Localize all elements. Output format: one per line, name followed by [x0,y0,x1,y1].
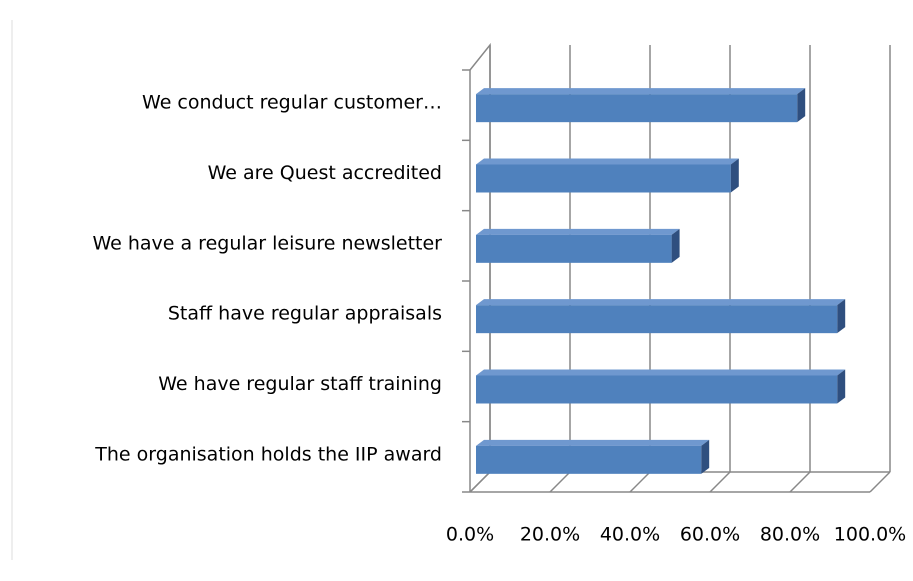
x-tick-label: 20.0% [520,524,580,546]
bar-top [476,158,739,165]
bar [476,299,846,334]
x-tick-label: 40.0% [600,524,660,546]
bar-front [476,234,672,263]
floor-line [549,471,571,493]
bar-top [476,88,806,95]
floor-line [789,471,811,493]
x-tick-label: 100.0% [834,524,906,546]
bar-side [837,369,846,404]
floor-line [709,471,731,493]
y-tick-label: The organisation holds the IIP award [94,443,442,465]
y-tick-label: We have a regular leisure newsletter [92,232,442,254]
bar-front [476,164,731,193]
bar-front [476,375,838,404]
bar-top [476,228,680,235]
floor-line [469,471,491,493]
x-tick-label: 60.0% [680,524,740,546]
bar [476,88,806,123]
bar-side [797,88,806,123]
bar-front [476,94,798,123]
bar-front [476,445,702,474]
bar [476,158,739,193]
bar-top [476,439,710,446]
bar-front [476,305,838,334]
y-tick-label: We conduct regular customer… [142,92,442,114]
bar [476,228,680,263]
y-tick-label: We have regular staff training [158,373,442,395]
y-tick-label: We are Quest accredited [208,162,442,184]
floor-line [629,471,651,493]
floor-line [869,471,891,493]
bar-side [701,439,710,474]
x-tick-label: 0.0% [446,524,494,546]
bar-top [476,299,846,306]
bar-side [837,299,846,334]
bar-side [671,228,680,263]
bar-side [730,158,739,193]
y-tick-label: Staff have regular appraisals [168,303,442,325]
bar [476,439,710,474]
bar [476,369,846,404]
bar-top [476,369,846,376]
x-tick-label: 80.0% [760,524,820,546]
